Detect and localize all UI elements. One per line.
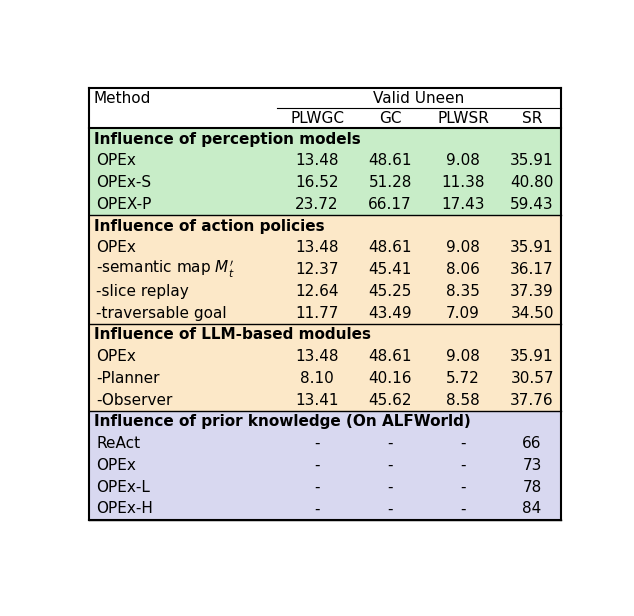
Text: 11.77: 11.77 bbox=[295, 306, 339, 321]
Text: -: - bbox=[460, 480, 466, 495]
FancyBboxPatch shape bbox=[89, 150, 561, 172]
Text: 66: 66 bbox=[522, 436, 542, 451]
Text: -Planner: -Planner bbox=[96, 371, 160, 386]
Text: PLWGC: PLWGC bbox=[290, 111, 344, 126]
FancyBboxPatch shape bbox=[89, 368, 561, 389]
Text: GC: GC bbox=[379, 111, 401, 126]
Text: -: - bbox=[460, 458, 466, 473]
FancyBboxPatch shape bbox=[89, 259, 561, 280]
FancyBboxPatch shape bbox=[89, 237, 561, 259]
FancyBboxPatch shape bbox=[89, 193, 561, 216]
Text: 84: 84 bbox=[522, 501, 541, 516]
Text: 48.61: 48.61 bbox=[368, 153, 412, 168]
Text: Valid Uneen: Valid Uneen bbox=[373, 91, 464, 106]
FancyBboxPatch shape bbox=[89, 455, 561, 476]
FancyBboxPatch shape bbox=[89, 280, 561, 302]
Text: 45.62: 45.62 bbox=[368, 392, 412, 408]
Text: OPEx: OPEx bbox=[96, 153, 136, 168]
Text: -: - bbox=[314, 458, 320, 473]
Text: PLWSR: PLWSR bbox=[437, 111, 489, 126]
Text: -semantic map $M_t'$: -semantic map $M_t'$ bbox=[96, 259, 235, 280]
Text: 7.09: 7.09 bbox=[446, 306, 480, 321]
Text: 40.80: 40.80 bbox=[510, 175, 553, 190]
Text: 78: 78 bbox=[522, 480, 541, 495]
Text: -: - bbox=[387, 501, 393, 516]
Text: 45.25: 45.25 bbox=[368, 284, 411, 299]
Text: 12.37: 12.37 bbox=[295, 262, 339, 277]
Text: 40.16: 40.16 bbox=[368, 371, 412, 386]
FancyBboxPatch shape bbox=[89, 302, 561, 324]
Text: 8.06: 8.06 bbox=[446, 262, 480, 277]
Text: 37.39: 37.39 bbox=[510, 284, 554, 299]
Text: -: - bbox=[460, 501, 466, 516]
Text: Method: Method bbox=[94, 91, 152, 106]
FancyBboxPatch shape bbox=[89, 128, 561, 150]
Text: 9.08: 9.08 bbox=[446, 153, 480, 168]
Text: -: - bbox=[314, 480, 320, 495]
Text: 37.76: 37.76 bbox=[510, 392, 554, 408]
Text: 66.17: 66.17 bbox=[368, 197, 412, 212]
Text: 8.10: 8.10 bbox=[301, 371, 334, 386]
Text: 35.91: 35.91 bbox=[510, 349, 554, 364]
Text: 48.61: 48.61 bbox=[368, 240, 412, 256]
Text: -slice replay: -slice replay bbox=[96, 284, 189, 299]
Text: -traversable goal: -traversable goal bbox=[96, 306, 227, 321]
Text: 13.41: 13.41 bbox=[295, 392, 339, 408]
FancyBboxPatch shape bbox=[89, 411, 561, 433]
FancyBboxPatch shape bbox=[89, 389, 561, 411]
Text: 9.08: 9.08 bbox=[446, 240, 480, 256]
Text: 12.64: 12.64 bbox=[295, 284, 339, 299]
Text: -: - bbox=[314, 436, 320, 451]
Text: SR: SR bbox=[522, 111, 542, 126]
Text: -: - bbox=[314, 501, 320, 516]
Text: Influence of perception models: Influence of perception models bbox=[94, 132, 361, 147]
Text: 11.38: 11.38 bbox=[441, 175, 485, 190]
Text: 13.48: 13.48 bbox=[295, 153, 339, 168]
Text: OPEX-P: OPEX-P bbox=[96, 197, 152, 212]
Text: -: - bbox=[387, 480, 393, 495]
Text: OPEx-L: OPEx-L bbox=[96, 480, 150, 495]
Text: OPEx-H: OPEx-H bbox=[96, 501, 153, 516]
Text: OPEx-S: OPEx-S bbox=[96, 175, 152, 190]
Text: 30.57: 30.57 bbox=[510, 371, 554, 386]
FancyBboxPatch shape bbox=[89, 476, 561, 498]
FancyBboxPatch shape bbox=[89, 172, 561, 193]
Text: 23.72: 23.72 bbox=[295, 197, 339, 212]
Text: 13.48: 13.48 bbox=[295, 349, 339, 364]
Text: 8.58: 8.58 bbox=[446, 392, 480, 408]
Text: OPEx: OPEx bbox=[96, 349, 136, 364]
FancyBboxPatch shape bbox=[89, 216, 561, 237]
Text: 45.41: 45.41 bbox=[368, 262, 411, 277]
Text: 5.72: 5.72 bbox=[446, 371, 480, 386]
Text: Influence of LLM-based modules: Influence of LLM-based modules bbox=[94, 328, 371, 342]
Text: -: - bbox=[387, 458, 393, 473]
Text: 51.28: 51.28 bbox=[368, 175, 411, 190]
Text: -Observer: -Observer bbox=[96, 392, 173, 408]
Text: 36.17: 36.17 bbox=[510, 262, 554, 277]
Text: Influence of action policies: Influence of action policies bbox=[94, 219, 325, 233]
FancyBboxPatch shape bbox=[89, 498, 561, 520]
Text: 48.61: 48.61 bbox=[368, 349, 412, 364]
Text: Influence of prior knowledge (On ALFWorld): Influence of prior knowledge (On ALFWorl… bbox=[94, 415, 470, 429]
FancyBboxPatch shape bbox=[89, 324, 561, 346]
Text: 35.91: 35.91 bbox=[510, 153, 554, 168]
Text: -: - bbox=[460, 436, 466, 451]
Text: 8.35: 8.35 bbox=[446, 284, 480, 299]
FancyBboxPatch shape bbox=[89, 346, 561, 368]
Text: 16.52: 16.52 bbox=[295, 175, 339, 190]
Text: 35.91: 35.91 bbox=[510, 240, 554, 256]
FancyBboxPatch shape bbox=[89, 433, 561, 455]
Text: -: - bbox=[387, 436, 393, 451]
Text: 59.43: 59.43 bbox=[510, 197, 554, 212]
Text: 73: 73 bbox=[522, 458, 542, 473]
Text: 34.50: 34.50 bbox=[510, 306, 554, 321]
Text: OPEx: OPEx bbox=[96, 458, 136, 473]
Text: OPEx: OPEx bbox=[96, 240, 136, 256]
Text: 17.43: 17.43 bbox=[441, 197, 485, 212]
Text: 43.49: 43.49 bbox=[368, 306, 412, 321]
Text: 9.08: 9.08 bbox=[446, 349, 480, 364]
Text: 13.48: 13.48 bbox=[295, 240, 339, 256]
Text: ReAct: ReAct bbox=[96, 436, 141, 451]
